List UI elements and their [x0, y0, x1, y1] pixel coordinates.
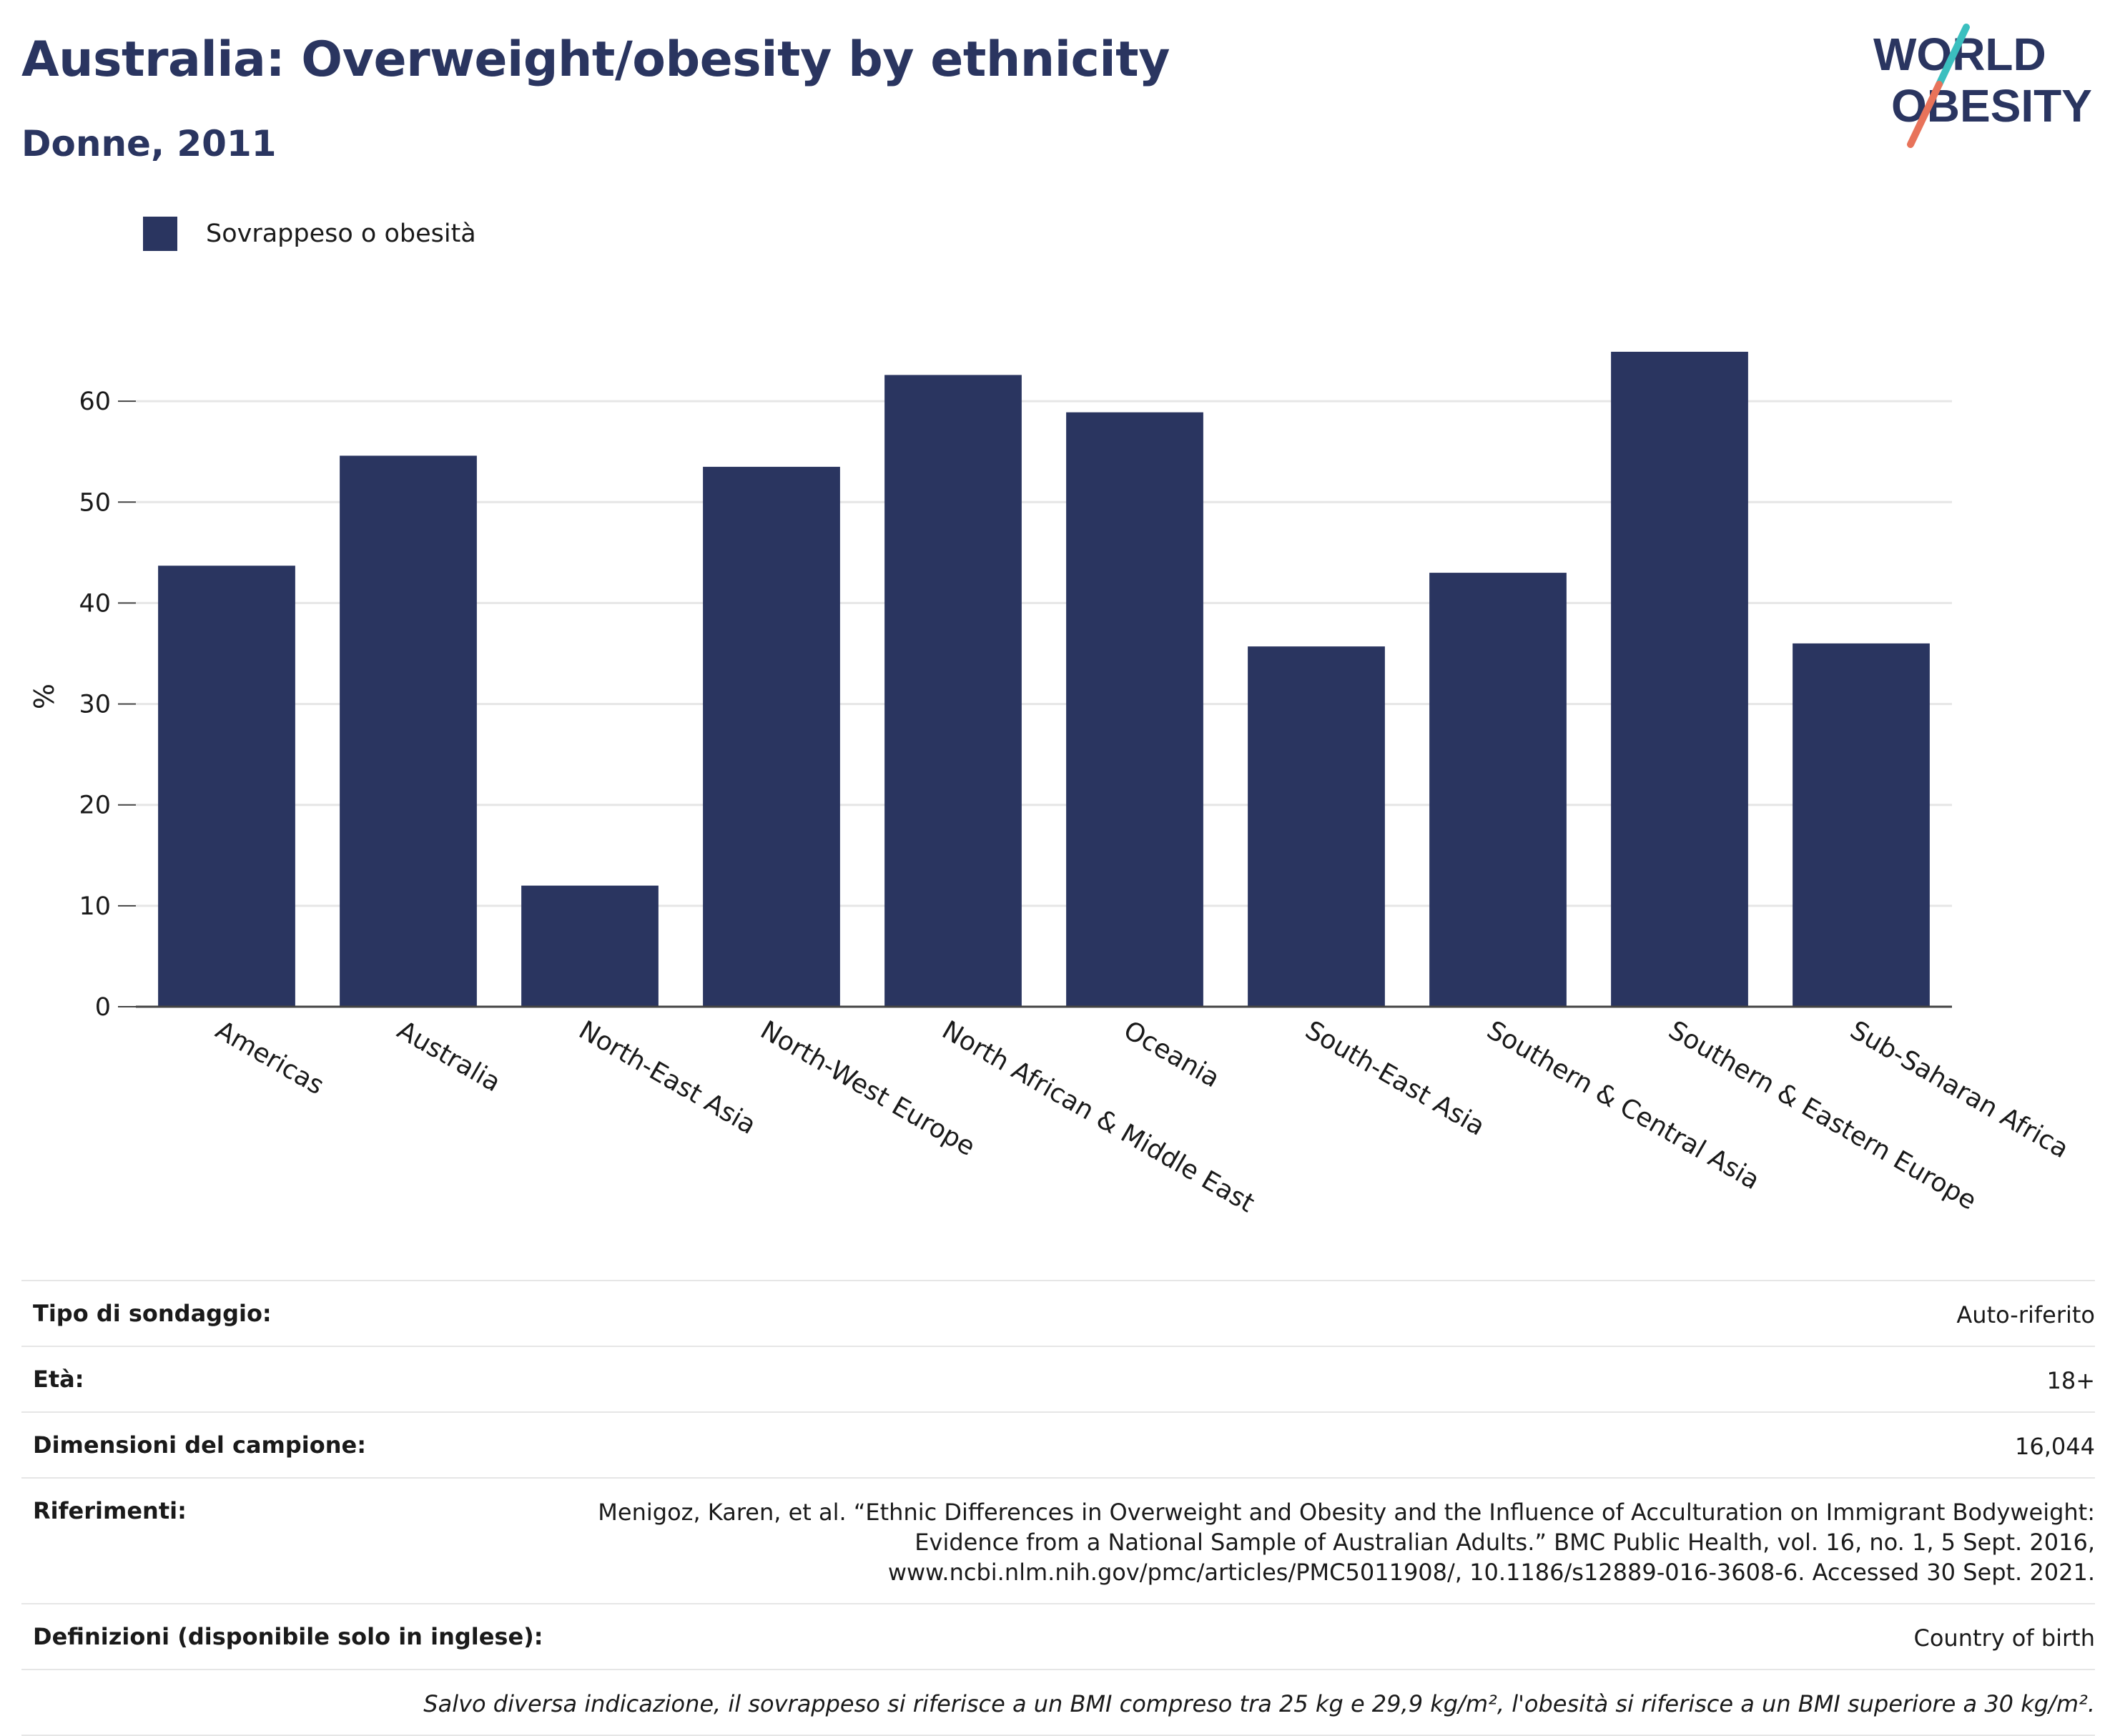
chart-legend[interactable]: Sovrappeso o obesità: [143, 216, 476, 252]
bar: [1611, 351, 1748, 1007]
chart-subtitle: Donne, 2011: [21, 123, 277, 164]
bar-chart: 0 10 20 30 40 50 60 Americas Australia North-East…: [29, 351, 2074, 1218]
x-tick-label: North-East Asia: [574, 1015, 761, 1140]
metadata-table: Tipo di sondaggio: Auto-riferito Età: 18…: [21, 1280, 2095, 1736]
logo-accent-teal: [1936, 24, 1970, 88]
definitions-value: Country of birth: [1913, 1624, 2096, 1652]
references-label: Riferimenti:: [33, 1497, 187, 1524]
survey-type-value: Auto-riferito: [1956, 1301, 2095, 1328]
age-label: Età:: [33, 1366, 84, 1393]
chart-bars: [158, 351, 1930, 1007]
survey-type-label: Tipo di sondaggio:: [33, 1300, 272, 1327]
bar: [158, 566, 295, 1007]
definitions-label: Definizioni (disponibile solo in inglese…: [33, 1623, 543, 1650]
y-tick-label: 30: [79, 691, 111, 719]
age-row: Età: 18+: [21, 1346, 2095, 1411]
bmi-note: Salvo diversa indicazione, il sovrappeso…: [423, 1690, 2095, 1717]
survey-type-row: Tipo di sondaggio: Auto-riferito: [21, 1280, 2095, 1346]
bar: [521, 885, 659, 1007]
y-tick-label: 10: [79, 892, 111, 921]
y-tick-label: 40: [79, 589, 111, 618]
references-value: Menigoz, Karen, et al. “Ethnic Differenc…: [598, 1499, 2095, 1586]
y-axis-label: %: [29, 684, 60, 709]
references-row: Riferimenti: Menigoz, Karen, et al. “Eth…: [21, 1477, 2095, 1603]
bar: [1248, 646, 1385, 1007]
y-tick-label: 60: [79, 388, 111, 416]
x-tick-label: South-East Asia: [1301, 1015, 1490, 1142]
x-tick-label: Americas: [211, 1015, 329, 1100]
legend-swatch: [143, 217, 177, 251]
legend-label: Sovrappeso o obesità: [206, 220, 476, 248]
y-tick-label: 20: [79, 791, 111, 820]
bar: [1066, 412, 1203, 1007]
bmi-note-row: Salvo diversa indicazione, il sovrappeso…: [21, 1669, 2095, 1736]
bar: [340, 455, 477, 1007]
bar: [1793, 643, 1930, 1007]
x-tick-label: North African & Middle East: [937, 1015, 1260, 1218]
sample-size-row: Dimensioni del campione: 16,044: [21, 1411, 2095, 1477]
sample-size-value: 16,044: [2015, 1433, 2095, 1460]
logo-accent-coral: [1907, 81, 1943, 148]
bar: [884, 375, 1022, 1007]
chart-title: Australia: Overweight/obesity by ethnici…: [21, 31, 1170, 88]
world-obesity-logo: WORLD OBESITY: [1873, 24, 2092, 148]
x-tick-label: Oceania: [1119, 1015, 1225, 1093]
chart-axes: 0 10 20 30 40 50 60 Americas Australia North-East…: [29, 388, 2074, 1218]
y-tick-label: 0: [95, 993, 111, 1022]
sample-size-label: Dimensioni del campione:: [33, 1431, 367, 1459]
bar: [1429, 573, 1567, 1007]
bar: [703, 466, 840, 1007]
x-tick-label: Australia: [393, 1015, 506, 1098]
age-value: 18+: [2046, 1367, 2095, 1394]
y-tick-label: 50: [79, 488, 111, 517]
x-tick-label: Southern & Eastern Europe: [1664, 1015, 1981, 1215]
definitions-row: Definizioni (disponibile solo in inglese…: [21, 1603, 2095, 1669]
